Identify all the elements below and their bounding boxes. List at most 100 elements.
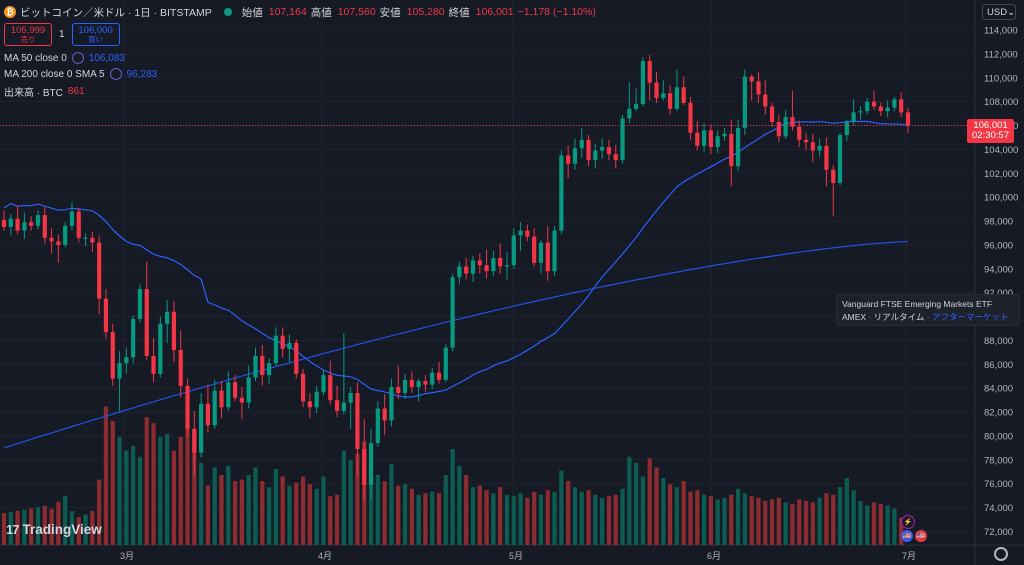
volume-bar <box>287 485 292 545</box>
candle-body <box>103 298 109 333</box>
volume-bar <box>131 446 136 545</box>
volume-bar <box>715 499 720 545</box>
candle-body <box>348 392 353 403</box>
candle-body <box>185 385 190 429</box>
volume-bar <box>239 479 245 545</box>
tradingview-logo[interactable]: 17 TradingView <box>6 522 102 537</box>
price-axis-label: 92,000 <box>984 288 1013 299</box>
volume-bar <box>368 453 374 545</box>
last-price-label: 106,001 02:30:57 <box>967 119 1014 143</box>
candle-body <box>661 93 666 99</box>
close-value: 106,001 <box>475 6 514 18</box>
candle-body <box>749 76 754 82</box>
volume-bar <box>701 494 707 545</box>
symbol-tooltip[interactable]: Vanguard FTSE Emerging Markets ETF AMEX … <box>836 294 1020 326</box>
candle-body <box>171 311 177 351</box>
candle-body <box>436 372 442 380</box>
volume-bar <box>640 476 646 545</box>
visibility-icon[interactable] <box>109 68 122 80</box>
candle-body <box>63 225 68 245</box>
candle-body <box>307 401 312 408</box>
candle-body <box>368 443 374 485</box>
tradingview-logo-icon: 17 <box>6 522 20 537</box>
candle-body <box>627 108 632 119</box>
candle-body <box>409 379 414 388</box>
volume-bar <box>266 487 272 545</box>
buy-button[interactable]: 106,000 買い <box>71 23 120 46</box>
candle-body <box>634 104 639 109</box>
visibility-icon[interactable] <box>71 52 84 64</box>
sell-button[interactable]: 105,999 売り <box>4 23 52 46</box>
volume-bar <box>110 420 115 545</box>
price-change: −1,178 (−1.10%) <box>517 6 596 18</box>
volume-bar <box>572 487 578 545</box>
candle-body <box>205 403 211 426</box>
candle-body <box>756 81 761 95</box>
volume-bar <box>688 491 693 545</box>
candle-body <box>511 235 516 266</box>
flag-icon[interactable]: 🇺🇸 <box>901 530 913 542</box>
volume-bar <box>165 433 170 545</box>
price-axis-label: 110,000 <box>984 73 1018 84</box>
price-axis-label: 104,000 <box>984 145 1018 156</box>
volume-bar <box>831 494 836 545</box>
flag-icon[interactable]: 🇺🇸 <box>915 530 927 542</box>
symbol-title[interactable]: ビットコイン／米ドル · 1日 · BITSTAMP <box>20 6 212 19</box>
candle-body <box>871 101 877 107</box>
candle-body <box>797 126 802 140</box>
volume-bar <box>144 417 149 545</box>
volume-bar <box>171 450 177 545</box>
candle-body <box>90 237 95 243</box>
volume-bar <box>470 487 476 545</box>
currency-label: USD <box>987 6 1008 18</box>
volume-bar <box>307 484 312 545</box>
volume-bar <box>300 476 306 545</box>
candle-body <box>56 241 61 245</box>
volume-bar <box>436 493 442 545</box>
gear-icon[interactable] <box>994 547 1008 561</box>
indicator-value: 96,283 <box>126 68 158 80</box>
candle-body <box>355 392 360 450</box>
candle-body <box>654 82 659 99</box>
chart-header: ₿ ビットコイン／米ドル · 1日 · BITSTAMP 始値 107,164 高… <box>4 3 596 21</box>
candle-body <box>334 400 340 411</box>
volume-bar <box>477 485 482 545</box>
candle-body <box>504 265 510 267</box>
low-value: 105,280 <box>406 6 445 18</box>
candle-body <box>470 260 476 274</box>
buy-price: 106,000 <box>78 24 113 36</box>
candle-body <box>430 372 435 385</box>
open-value: 107,164 <box>268 6 307 18</box>
candle-body <box>246 377 251 403</box>
candle-body <box>905 112 911 126</box>
volume-bar <box>504 494 510 545</box>
tooltip-name: Vanguard FTSE Emerging Markets ETF <box>842 299 993 309</box>
volume-bar <box>430 491 435 545</box>
candle-body <box>647 61 652 83</box>
indicator-ma50[interactable]: MA 50 close 0 106,083 <box>4 52 125 64</box>
volume-bar <box>199 462 204 545</box>
candle-body <box>885 107 890 112</box>
volume-bar <box>824 493 829 545</box>
volume-bar <box>29 508 34 545</box>
indicator-volume[interactable]: 出来高 · BTC 861 <box>4 84 85 99</box>
lightning-icon[interactable]: ⚡ <box>901 515 915 529</box>
candle-body <box>232 382 238 398</box>
volume-bar <box>416 494 421 545</box>
currency-select[interactable]: USD ⌄ <box>982 4 1016 20</box>
candle-body <box>878 106 883 112</box>
volume-bar <box>124 450 129 545</box>
candle-body <box>22 222 27 231</box>
volume-bar <box>464 475 469 545</box>
volume-bar <box>566 481 571 545</box>
candle-body <box>464 266 469 274</box>
candle-body <box>674 87 680 109</box>
price-axis-label: 102,000 <box>984 169 1018 180</box>
volume-bar <box>756 497 761 545</box>
indicator-ma200[interactable]: MA 200 close 0 SMA 5 96,283 <box>4 68 157 80</box>
candle-body <box>491 258 496 272</box>
candle-body <box>396 387 401 393</box>
volume-bar <box>525 497 530 545</box>
candle-body <box>321 375 326 392</box>
